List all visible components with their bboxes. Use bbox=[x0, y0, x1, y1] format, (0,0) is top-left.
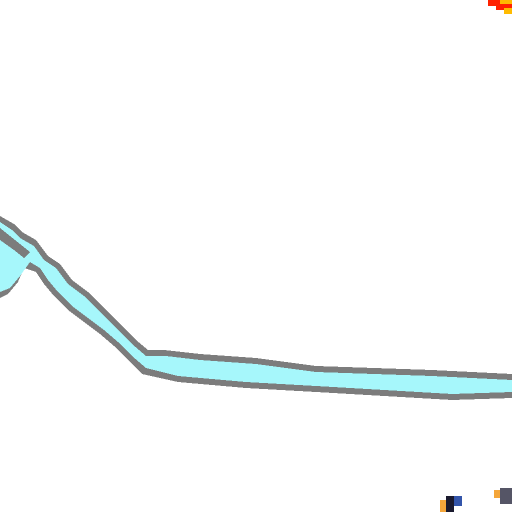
river-fill bbox=[0, 222, 512, 394]
river bbox=[0, 216, 512, 400]
map-symbol-icon bbox=[440, 488, 512, 512]
river-side-channel bbox=[0, 228, 30, 258]
map-marker-icon[interactable] bbox=[488, 0, 512, 14]
river-outline bbox=[0, 216, 512, 400]
